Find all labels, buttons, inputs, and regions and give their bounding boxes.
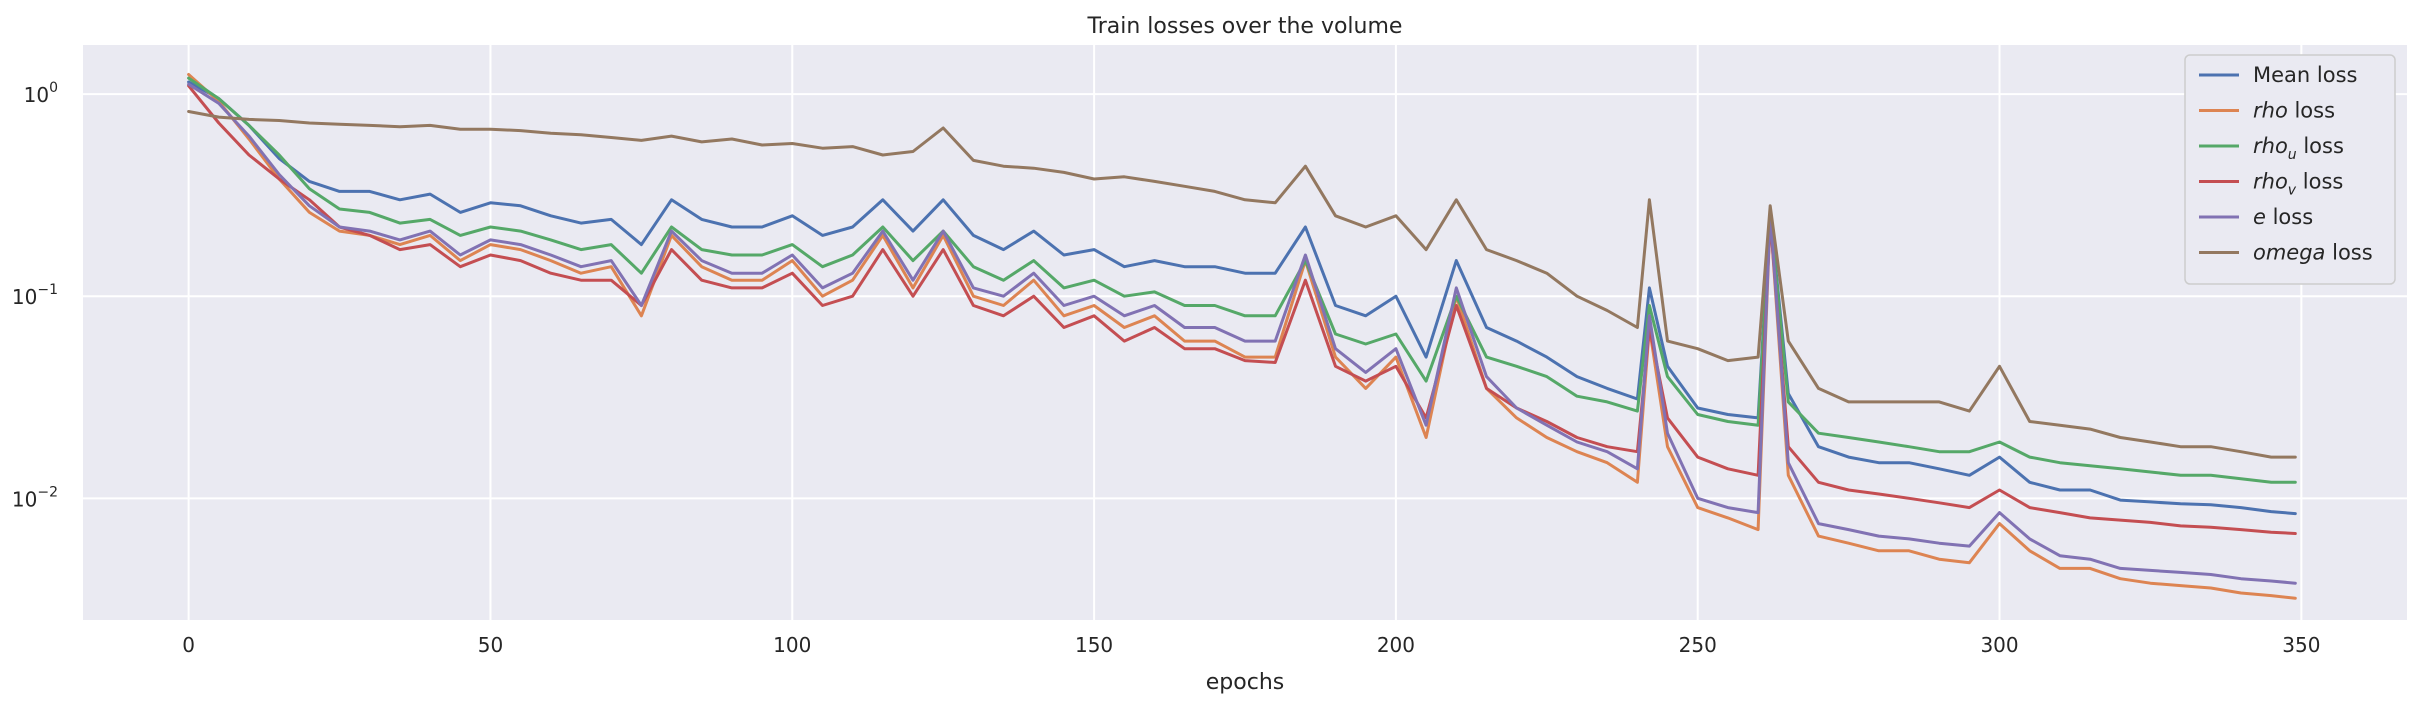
series-line-rhov xyxy=(187,84,2297,535)
x-tick-label: 200 xyxy=(1377,633,1415,657)
series-line-omega xyxy=(187,110,2297,459)
legend-box xyxy=(2184,54,2396,285)
legend-label-rhov: rhov loss xyxy=(2253,170,2343,199)
legend-label-rhou: rhou loss xyxy=(2253,134,2344,163)
legend-label-rho: rho loss xyxy=(2253,99,2335,123)
plot-area xyxy=(83,45,2407,620)
x-tick-label: 350 xyxy=(2282,633,2320,657)
x-tick-label: 150 xyxy=(1075,633,1113,657)
y-tick-label: 100 xyxy=(24,80,58,107)
x-axis-label: epochs xyxy=(1206,670,1284,695)
y-axis-ticks: 10−2 10−1 100 xyxy=(12,80,58,511)
x-tick-label: 250 xyxy=(1679,633,1717,657)
series-line-mean xyxy=(187,80,2297,516)
x-axis-ticks: 0 50 100 150 200 250 300 350 xyxy=(182,633,2320,657)
chart-title: Train losses over the volume xyxy=(1087,14,1403,39)
legend-label-mean: Mean loss xyxy=(2253,63,2357,87)
y-tick-label: 10−1 xyxy=(12,282,58,309)
x-tick-label: 300 xyxy=(1980,633,2018,657)
y-tick-label: 10−2 xyxy=(12,484,58,511)
x-tick-label: 100 xyxy=(773,633,811,657)
series-line-e xyxy=(187,82,2297,585)
legend: Mean loss rho loss rhou loss rhov loss e los… xyxy=(2184,54,2396,285)
series-line-rho xyxy=(187,73,2297,600)
series-group xyxy=(187,73,2297,600)
x-tick-label: 50 xyxy=(478,633,503,657)
series-line-rhou xyxy=(187,76,2297,484)
legend-label-omega: omega loss xyxy=(2253,241,2373,265)
x-tick-label: 0 xyxy=(182,633,195,657)
legend-label-e: e loss xyxy=(2253,205,2313,229)
